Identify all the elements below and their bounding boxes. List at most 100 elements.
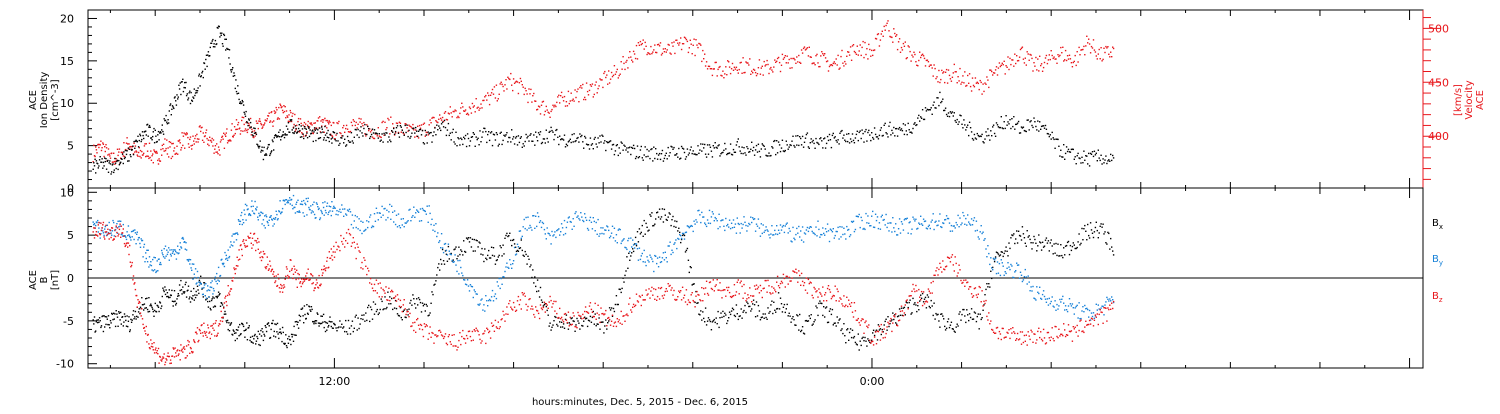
- bx-point: [144, 308, 145, 309]
- velocity-point: [150, 150, 151, 151]
- velocity-point: [233, 135, 234, 136]
- bx-point: [777, 308, 778, 309]
- velocity-point: [947, 82, 948, 83]
- velocity-point: [778, 57, 779, 58]
- velocity-point: [806, 48, 807, 49]
- bx-point: [243, 326, 244, 327]
- density-ylabel-line2: Ion Density: [39, 72, 50, 129]
- by-point: [333, 206, 334, 207]
- bx-point: [562, 326, 563, 327]
- density-point: [775, 154, 776, 155]
- density-point: [634, 148, 635, 149]
- velocity-point: [774, 59, 775, 60]
- density-point: [510, 141, 511, 142]
- bx-point: [1054, 253, 1055, 254]
- density-point: [494, 134, 495, 135]
- by-point: [276, 211, 277, 212]
- bx-point: [161, 305, 162, 306]
- density-point: [1068, 149, 1069, 150]
- by-point: [194, 274, 195, 275]
- velocity-point: [615, 74, 616, 75]
- bx-point: [828, 322, 829, 323]
- bx-point: [195, 297, 196, 298]
- bx-point: [123, 321, 124, 322]
- velocity-point: [1068, 58, 1069, 59]
- density-point: [169, 110, 170, 111]
- by-point: [955, 227, 956, 228]
- by-point: [374, 213, 375, 214]
- bx-point: [932, 305, 933, 306]
- density-point: [381, 140, 382, 141]
- velocity-point: [196, 141, 197, 142]
- by-point: [996, 273, 997, 274]
- density-point: [244, 112, 245, 113]
- velocity-point: [714, 68, 715, 69]
- by-point: [137, 239, 138, 240]
- density-point: [849, 142, 850, 143]
- bx-point: [387, 292, 388, 293]
- velocity-point: [189, 139, 190, 140]
- density-point: [877, 136, 878, 137]
- bx-point: [471, 246, 472, 247]
- velocity-point: [929, 66, 930, 67]
- density-point: [660, 159, 661, 160]
- density-point: [130, 156, 131, 157]
- by-point: [1094, 318, 1095, 319]
- bx-point: [163, 289, 164, 290]
- velocity-point: [266, 120, 267, 121]
- velocity-point: [100, 144, 101, 145]
- time-tick-label: 0:00: [860, 375, 885, 388]
- density-point: [395, 131, 396, 132]
- bz-point: [105, 231, 106, 232]
- velocity-point: [733, 70, 734, 71]
- velocity-point: [493, 94, 494, 95]
- density-point: [1079, 158, 1080, 159]
- velocity-point: [986, 76, 987, 77]
- by-point: [318, 208, 319, 209]
- bx-point: [148, 311, 149, 312]
- bx-point: [638, 241, 639, 242]
- density-point: [908, 123, 909, 124]
- by-point: [999, 263, 1000, 264]
- by-point: [501, 284, 502, 285]
- by-point: [436, 236, 437, 237]
- density-point: [364, 124, 365, 125]
- velocity-point: [813, 62, 814, 63]
- velocity-point: [990, 70, 991, 71]
- bx-point: [379, 312, 380, 313]
- density-point: [643, 160, 644, 161]
- by-point: [970, 224, 971, 225]
- bx-point: [905, 314, 906, 315]
- density-point: [224, 35, 225, 36]
- bx-point: [335, 327, 336, 328]
- density-point: [836, 140, 837, 141]
- by-point: [933, 213, 934, 214]
- bx-point: [766, 319, 767, 320]
- density-point: [170, 103, 171, 104]
- velocity-point: [1076, 65, 1077, 66]
- density-point: [369, 138, 370, 139]
- bx-point: [873, 330, 874, 331]
- bx-point: [774, 310, 775, 311]
- bx-point: [994, 261, 995, 262]
- velocity-point: [925, 65, 926, 66]
- velocity-point: [305, 123, 306, 124]
- density-point: [875, 134, 876, 135]
- by-point: [1064, 309, 1065, 310]
- density-point: [282, 134, 283, 135]
- bx-point: [788, 315, 789, 316]
- bx-point: [1012, 235, 1013, 236]
- velocity-point: [737, 70, 738, 71]
- by-point: [251, 206, 252, 207]
- density-point: [955, 120, 956, 121]
- bx-point: [196, 291, 197, 292]
- velocity-point: [273, 120, 274, 121]
- bx-point: [140, 307, 141, 308]
- velocity-point: [231, 123, 232, 124]
- bx-point: [743, 310, 744, 311]
- velocity-point: [885, 25, 886, 26]
- by-point: [356, 227, 357, 228]
- velocity-point: [435, 120, 436, 121]
- velocity-point: [309, 126, 310, 127]
- density-point: [739, 146, 740, 147]
